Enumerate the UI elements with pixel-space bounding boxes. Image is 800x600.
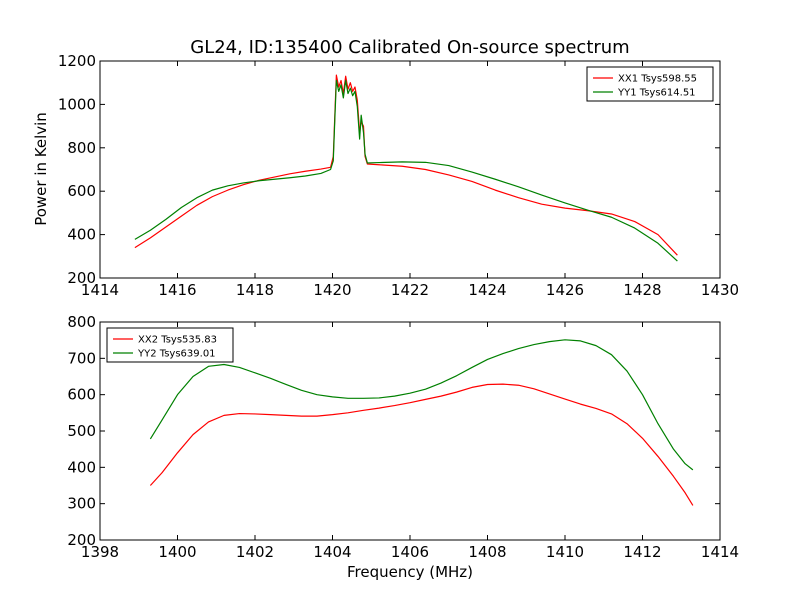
bottom-series-line-2 xyxy=(149,339,694,471)
top-y-tick-label: 200 xyxy=(67,269,96,287)
bottom-y-tick-label: 500 xyxy=(67,422,96,440)
top-x-tick-label: 1414 xyxy=(81,281,119,299)
top-x-tick-label: 1422 xyxy=(391,281,429,299)
figure-title: GL24, ID:135400 Calibrated On-source spe… xyxy=(190,37,629,58)
bottom-x-tick-label: 1400 xyxy=(158,543,196,561)
top-y-tick-label: 400 xyxy=(67,226,96,244)
top-x-tick-label: 1424 xyxy=(468,281,506,299)
y-axis-label: Power in Kelvin xyxy=(32,112,50,226)
top-legend-label-1: XX1 Tsys598.55 xyxy=(618,74,697,85)
top-legend: XX1 Tsys598.55 YY1 Tsys614.51 xyxy=(586,66,714,102)
top-series-line-2 xyxy=(134,79,678,262)
x-axis-label: Frequency (MHz) xyxy=(347,563,473,581)
bottom-x-tick-label: 1402 xyxy=(236,543,274,561)
top-y-tick-label: 1000 xyxy=(58,95,96,113)
top-x-tick-label: 1430 xyxy=(701,281,739,299)
bottom-x-tick-label: 1404 xyxy=(313,543,351,561)
bottom-subplot: 1398 1400 1402 1404 1406 1408 1410 1412 1414 200 3… xyxy=(67,313,739,561)
top-y-tick-label: 600 xyxy=(67,182,96,200)
top-y-tick-label: 800 xyxy=(67,139,96,157)
top-y-tick-label: 1200 xyxy=(58,52,96,70)
bottom-y-tick-label: 800 xyxy=(67,313,96,331)
bottom-series-line-1 xyxy=(149,383,694,506)
top-x-tick-label: 1426 xyxy=(546,281,584,299)
bottom-x-tick-label: 1410 xyxy=(546,543,584,561)
top-x-tick-label: 1418 xyxy=(236,281,274,299)
bottom-x-tick-label: 1408 xyxy=(468,543,506,561)
bottom-legend-label-1: XX2 Tsys535.83 xyxy=(138,335,217,346)
top-series-line-1 xyxy=(134,74,678,256)
top-legend-box xyxy=(586,66,714,102)
bottom-y-tick-label: 700 xyxy=(67,349,96,367)
top-x-tick-label: 1416 xyxy=(158,281,196,299)
bottom-legend: XX2 Tsys535.83 YY2 Tsys639.01 xyxy=(106,327,234,363)
bottom-y-tick-label: 200 xyxy=(67,531,96,549)
bottom-y-tick-label: 600 xyxy=(67,386,96,404)
top-legend-label-2: YY1 Tsys614.51 xyxy=(617,88,696,99)
bottom-x-tick-label: 1406 xyxy=(391,543,429,561)
bottom-x-tick-label: 1398 xyxy=(81,543,119,561)
top-x-tick-label: 1420 xyxy=(313,281,351,299)
bottom-y-tick-label: 300 xyxy=(67,495,96,513)
bottom-x-tick-label: 1412 xyxy=(623,543,661,561)
top-x-tick-label: 1428 xyxy=(623,281,661,299)
bottom-legend-label-2: YY2 Tsys639.01 xyxy=(137,349,216,360)
bottom-x-tick-label: 1414 xyxy=(701,543,739,561)
bottom-y-tick-label: 400 xyxy=(67,458,96,476)
bottom-legend-box xyxy=(106,327,234,363)
top-subplot: 1414 1416 1418 1420 1422 1424 1426 1428 1430 200 4… xyxy=(58,52,739,299)
